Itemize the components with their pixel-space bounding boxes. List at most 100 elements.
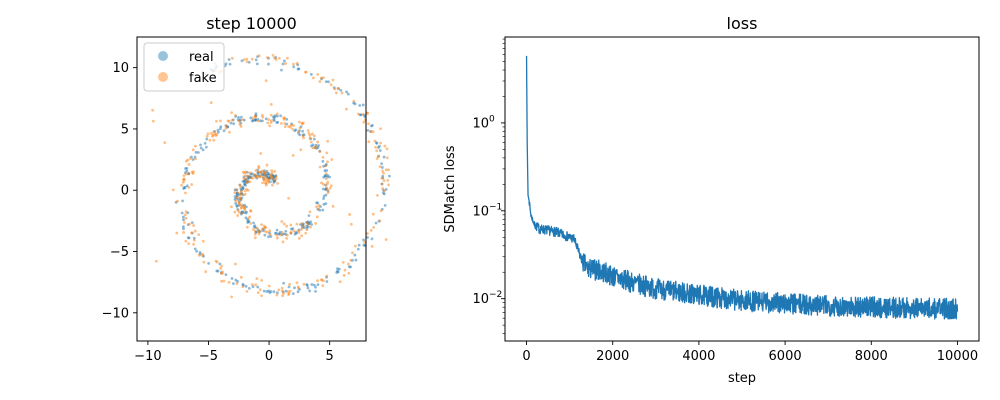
fake-point — [201, 239, 205, 243]
fake-point — [349, 222, 353, 226]
fake-point — [208, 138, 212, 142]
fake-point — [270, 175, 274, 179]
fake-point — [325, 151, 329, 155]
real-point — [194, 150, 198, 154]
fake-point — [183, 221, 186, 224]
real-point — [216, 130, 220, 134]
fake-point — [277, 56, 281, 60]
real-point — [336, 267, 339, 271]
real-point — [219, 125, 223, 129]
fake-point — [256, 119, 260, 123]
fake-point — [280, 289, 284, 293]
real-point — [256, 285, 260, 289]
real-point — [325, 280, 329, 283]
fake-point — [259, 175, 263, 178]
fake-point — [382, 171, 385, 175]
fake-point — [246, 217, 250, 221]
fake-point — [270, 169, 274, 173]
fake-point — [349, 258, 353, 262]
fake-point — [240, 211, 244, 215]
real-point — [321, 159, 325, 163]
fake-point — [291, 153, 295, 157]
fake-point — [249, 209, 253, 213]
real-point — [384, 188, 388, 191]
real-point — [265, 290, 269, 293]
fake-point — [220, 279, 223, 283]
real-point — [241, 179, 245, 183]
fake-point — [235, 282, 239, 285]
fake-point — [321, 182, 325, 186]
fake-point — [263, 178, 266, 182]
real-point — [388, 174, 391, 178]
real-point — [181, 215, 185, 219]
fake-point — [260, 227, 264, 231]
real-point — [293, 129, 297, 133]
fake-point — [316, 73, 320, 76]
fake-point — [211, 134, 214, 138]
fake-point — [243, 192, 247, 196]
fake-point — [297, 286, 300, 290]
fake-point — [187, 242, 191, 246]
fake-point — [182, 177, 186, 181]
fake-point — [245, 289, 249, 293]
fake-point — [285, 233, 289, 237]
fake-point — [245, 225, 249, 229]
loss-axes-frame — [504, 36, 980, 342]
real-point — [312, 283, 316, 287]
fake-point — [287, 292, 291, 296]
fake-point — [329, 83, 333, 87]
fake-point — [210, 131, 213, 135]
real-point — [234, 202, 238, 205]
fake-point — [237, 210, 241, 214]
fake-point — [239, 275, 243, 279]
fake-point — [338, 280, 342, 284]
fake-point — [184, 172, 188, 176]
fake-point — [298, 120, 301, 124]
fake-point — [260, 294, 263, 298]
fake-point — [238, 198, 242, 202]
real-point — [296, 290, 300, 294]
real-point — [205, 137, 209, 141]
fake-point — [384, 168, 388, 172]
real-point — [241, 187, 245, 191]
real-point — [244, 216, 248, 220]
real-point — [316, 201, 320, 205]
fake-point — [249, 222, 253, 225]
real-point — [366, 235, 369, 239]
loss-x-tick-label: 2000 — [596, 349, 629, 364]
fake-point — [261, 181, 264, 185]
fake-point — [236, 191, 240, 195]
real-point — [247, 220, 251, 224]
fake-point — [259, 171, 263, 175]
fake-point — [321, 284, 325, 288]
loss-y-axis-label: SDMatch loss — [443, 145, 458, 232]
real-point — [309, 220, 313, 224]
fake-point — [300, 121, 304, 125]
real-point — [362, 243, 366, 247]
fake-point — [269, 121, 273, 124]
fake-point — [326, 160, 329, 164]
scatter-y-tick-label: 0 — [121, 184, 129, 199]
real-point — [180, 211, 184, 215]
fake-point — [295, 222, 299, 226]
fake-point — [324, 177, 328, 181]
real-point — [362, 238, 365, 242]
fake-point — [305, 228, 309, 232]
fake-point — [316, 279, 320, 283]
real-point — [297, 67, 301, 71]
real-point — [378, 144, 381, 148]
fake-point — [319, 76, 323, 80]
scatter-y-tick-label: −5 — [110, 245, 129, 260]
fake-point — [300, 222, 304, 225]
real-point — [292, 65, 296, 69]
scatter-legend: real fake — [143, 42, 225, 92]
legend-box — [143, 42, 225, 92]
fake-point — [245, 187, 249, 191]
fake-point — [184, 191, 187, 195]
loss-x-tick-label: 10000 — [937, 349, 978, 364]
real-point — [235, 204, 239, 208]
real-point — [275, 228, 279, 232]
real-point — [185, 166, 189, 170]
fake-point — [308, 136, 312, 140]
